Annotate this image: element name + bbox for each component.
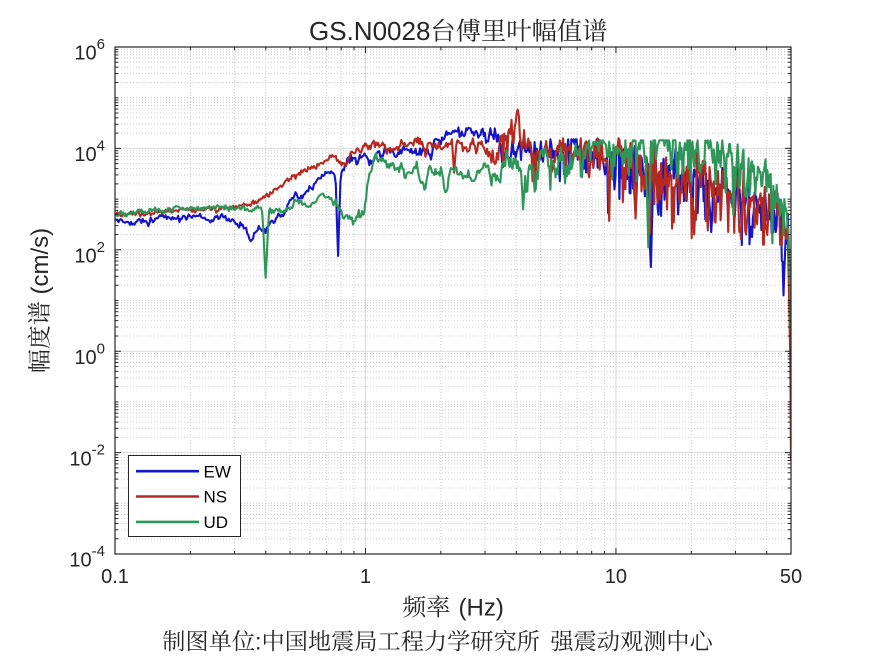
svg-text:EW: EW xyxy=(204,462,231,481)
svg-text:(Hz): (Hz) xyxy=(459,595,504,622)
svg-text:10: 10 xyxy=(605,566,627,588)
svg-text::: : xyxy=(255,629,261,655)
svg-text:0.1: 0.1 xyxy=(101,566,129,588)
svg-text:GS.N0028: GS.N0028 xyxy=(309,16,430,46)
svg-text:NS: NS xyxy=(204,488,228,507)
svg-text:1: 1 xyxy=(360,566,371,588)
svg-text:(cm/s): (cm/s) xyxy=(27,228,54,295)
svg-text:50: 50 xyxy=(780,566,802,588)
svg-text:UD: UD xyxy=(204,513,229,532)
